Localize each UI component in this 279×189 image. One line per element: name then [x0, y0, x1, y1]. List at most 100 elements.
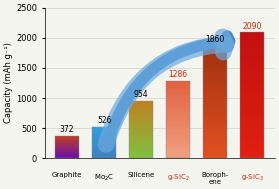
Bar: [55, 147, 79, 148]
Bar: [92, 142, 116, 143]
Bar: [92, 133, 116, 134]
Bar: [240, 116, 264, 121]
Bar: [166, 109, 190, 112]
Bar: [240, 32, 264, 37]
Bar: [166, 146, 190, 148]
Bar: [129, 126, 153, 128]
Bar: [203, 151, 227, 155]
Bar: [129, 145, 153, 147]
Bar: [203, 61, 227, 65]
Bar: [92, 152, 116, 153]
Bar: [55, 148, 79, 149]
Bar: [203, 46, 227, 158]
Bar: [203, 76, 227, 80]
Text: g-SiC$_3$: g-SiC$_3$: [241, 172, 264, 183]
Bar: [92, 146, 116, 147]
Bar: [240, 142, 264, 146]
Bar: [240, 83, 264, 87]
Bar: [240, 125, 264, 129]
Bar: [129, 101, 153, 103]
Bar: [240, 133, 264, 137]
Text: 954: 954: [134, 90, 148, 99]
Bar: [203, 143, 227, 147]
Text: 372: 372: [60, 125, 74, 134]
Bar: [129, 153, 153, 155]
Bar: [129, 132, 153, 133]
Bar: [55, 157, 79, 158]
Bar: [55, 142, 79, 143]
Bar: [129, 143, 153, 145]
Bar: [166, 81, 190, 158]
Bar: [129, 149, 153, 151]
Bar: [240, 49, 264, 53]
Bar: [203, 155, 227, 158]
Bar: [92, 131, 116, 132]
Bar: [166, 104, 190, 107]
Bar: [166, 107, 190, 109]
Bar: [166, 153, 190, 156]
Bar: [240, 100, 264, 104]
Bar: [92, 157, 116, 158]
Bar: [55, 155, 79, 156]
Bar: [129, 103, 153, 105]
Bar: [129, 136, 153, 137]
Bar: [92, 144, 116, 145]
Bar: [92, 129, 116, 130]
Bar: [166, 91, 190, 94]
Bar: [92, 145, 116, 146]
Bar: [240, 121, 264, 125]
Bar: [203, 65, 227, 69]
Bar: [203, 110, 227, 114]
Bar: [92, 155, 116, 156]
Bar: [166, 138, 190, 140]
Bar: [166, 151, 190, 153]
Bar: [203, 72, 227, 76]
Bar: [203, 84, 227, 87]
Bar: [240, 146, 264, 150]
Bar: [166, 84, 190, 86]
Bar: [129, 120, 153, 122]
Bar: [203, 91, 227, 95]
Bar: [240, 70, 264, 74]
Bar: [92, 156, 116, 157]
Bar: [203, 54, 227, 57]
Bar: [240, 66, 264, 70]
Bar: [129, 151, 153, 153]
Bar: [55, 145, 79, 146]
Bar: [92, 134, 116, 135]
Bar: [166, 122, 190, 125]
Text: 2090: 2090: [243, 22, 262, 31]
Bar: [203, 117, 227, 121]
Bar: [240, 79, 264, 83]
Bar: [240, 91, 264, 95]
Bar: [240, 150, 264, 154]
Bar: [92, 138, 116, 139]
Bar: [166, 89, 190, 91]
Bar: [55, 152, 79, 153]
Bar: [166, 135, 190, 138]
Bar: [166, 96, 190, 99]
Bar: [92, 147, 116, 148]
Bar: [92, 140, 116, 142]
Bar: [166, 81, 190, 84]
Bar: [55, 136, 79, 158]
Bar: [55, 137, 79, 138]
Bar: [240, 37, 264, 41]
Bar: [166, 148, 190, 151]
Text: Silicene: Silicene: [128, 172, 155, 178]
Bar: [129, 124, 153, 126]
Bar: [203, 69, 227, 72]
Text: 1860: 1860: [206, 36, 225, 44]
Bar: [203, 129, 227, 132]
Bar: [203, 132, 227, 136]
Bar: [240, 104, 264, 108]
Bar: [166, 120, 190, 122]
Bar: [166, 112, 190, 115]
Bar: [166, 156, 190, 158]
Bar: [240, 154, 264, 158]
Bar: [203, 95, 227, 99]
Bar: [55, 153, 79, 154]
Bar: [55, 141, 79, 142]
Bar: [129, 141, 153, 143]
Bar: [129, 108, 153, 111]
